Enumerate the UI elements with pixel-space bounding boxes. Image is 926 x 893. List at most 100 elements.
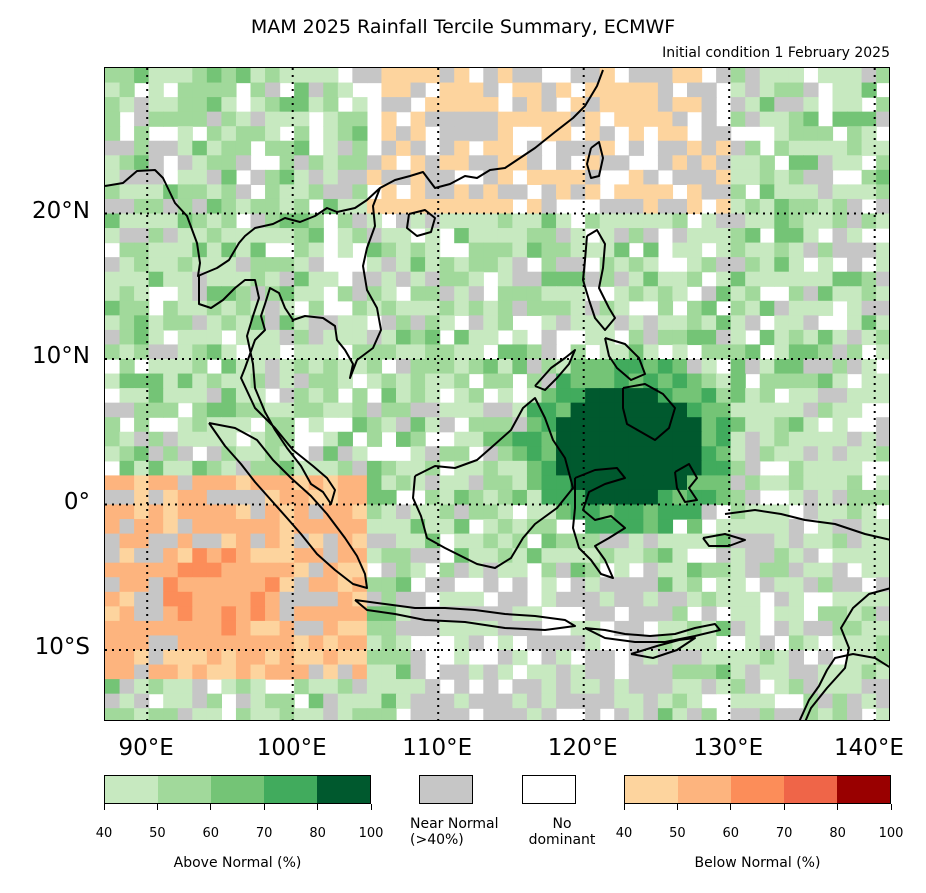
tercile-cell [774, 315, 790, 331]
tercile-cell [788, 533, 804, 549]
tercile-cell [847, 315, 863, 331]
tercile-cell [454, 198, 470, 215]
tercile-cell [788, 650, 804, 666]
tercile-cell [512, 708, 528, 720]
tercile-cell [599, 359, 615, 375]
tercile-cell [206, 693, 222, 709]
tercile-cell [643, 257, 659, 273]
tercile-cell [832, 68, 848, 84]
tercile-cell [396, 126, 412, 142]
tercile-cell [454, 111, 470, 127]
tercile-cell [148, 562, 164, 578]
tercile-cell [774, 271, 790, 287]
tercile-cell [294, 68, 310, 84]
tercile-cell [657, 431, 674, 447]
tercile-cell [817, 213, 834, 229]
tercile-cell [788, 184, 804, 200]
tercile-cell [483, 620, 499, 637]
tercile-cell [541, 591, 557, 607]
tercile-cell [701, 155, 717, 171]
tercile-cell [759, 693, 775, 709]
colorbar-tick [623, 804, 625, 810]
coastlines [105, 69, 889, 720]
tercile-cell [614, 460, 630, 476]
tercile-cell [847, 504, 863, 520]
tercile-cell [454, 82, 470, 98]
tercile-cell [861, 591, 877, 607]
tercile-cell [657, 97, 674, 113]
tercile-cell [512, 562, 528, 578]
tercile-cell [206, 344, 222, 360]
tercile-cell [381, 155, 397, 171]
tercile-cell [294, 519, 310, 535]
tercile-cell [861, 519, 877, 535]
tercile-cell [788, 591, 804, 607]
tercile-cell [425, 519, 441, 535]
tercile-cell [454, 97, 470, 113]
tercile-cell [468, 329, 484, 346]
tercile-cell [556, 286, 572, 302]
tercile-cell [512, 359, 528, 375]
tercile-cell [541, 664, 557, 680]
tercile-cell [308, 97, 324, 113]
tercile-cell [556, 82, 572, 98]
tercile-cell [759, 548, 775, 564]
tercile-cell [192, 111, 208, 127]
tercile-cell [352, 286, 368, 302]
tercile-cell [337, 475, 353, 491]
tercile-cell [774, 446, 790, 462]
tercile-cell [672, 140, 688, 156]
tercile-cell [105, 620, 121, 637]
tercile-cell [206, 548, 222, 564]
tercile-cell [454, 650, 470, 666]
tercile-cell [221, 533, 237, 549]
tercile-cell [366, 679, 383, 695]
tercile-cell [396, 504, 412, 520]
tercile-cell [585, 68, 601, 84]
tercile-cell [381, 315, 397, 331]
tercile-cell [410, 213, 426, 229]
tercile-cell [614, 286, 630, 302]
tercile-cell [148, 228, 164, 244]
tercile-cell [716, 533, 732, 549]
tercile-cell [163, 300, 179, 316]
tercile-cell [614, 271, 630, 287]
tercile-cell [206, 286, 222, 302]
tercile-cell [235, 562, 252, 578]
tercile-cell [847, 591, 863, 607]
tercile-cell [541, 344, 557, 360]
tercile-cell [221, 68, 237, 84]
tercile-cell [337, 664, 353, 680]
tercile-cell [105, 431, 121, 447]
tercile-cell [163, 519, 179, 535]
tercile-cell [308, 417, 324, 433]
tercile-cell [730, 155, 746, 171]
tercile-cell [774, 504, 790, 520]
tercile-cell [541, 213, 557, 229]
tercile-cell [774, 650, 790, 666]
tercile-cell [716, 489, 732, 506]
tercile-cell [483, 155, 499, 171]
tercile-cell [672, 577, 688, 593]
tercile-cell [541, 126, 557, 142]
tercile-cell [745, 111, 761, 127]
tercile-cell [745, 533, 761, 549]
tercile-cell [279, 286, 295, 302]
tercile-cell [628, 708, 644, 720]
tercile-cell [177, 431, 193, 447]
tercile-cell [556, 431, 572, 447]
tercile-cell [235, 533, 252, 549]
tercile-cell [425, 315, 441, 331]
tercile-cell [119, 693, 135, 709]
tercile-cell [439, 111, 455, 127]
tercile-cell [759, 155, 775, 171]
tercile-cell [832, 198, 848, 215]
tercile-cell [265, 489, 281, 506]
tercile-cell [177, 373, 193, 389]
tercile-cell [847, 548, 863, 564]
tercile-cell [134, 679, 150, 695]
tercile-cell [614, 548, 630, 564]
tercile-cell [323, 169, 339, 185]
coast-seram [702, 533, 746, 547]
tercile-cell [337, 504, 353, 520]
